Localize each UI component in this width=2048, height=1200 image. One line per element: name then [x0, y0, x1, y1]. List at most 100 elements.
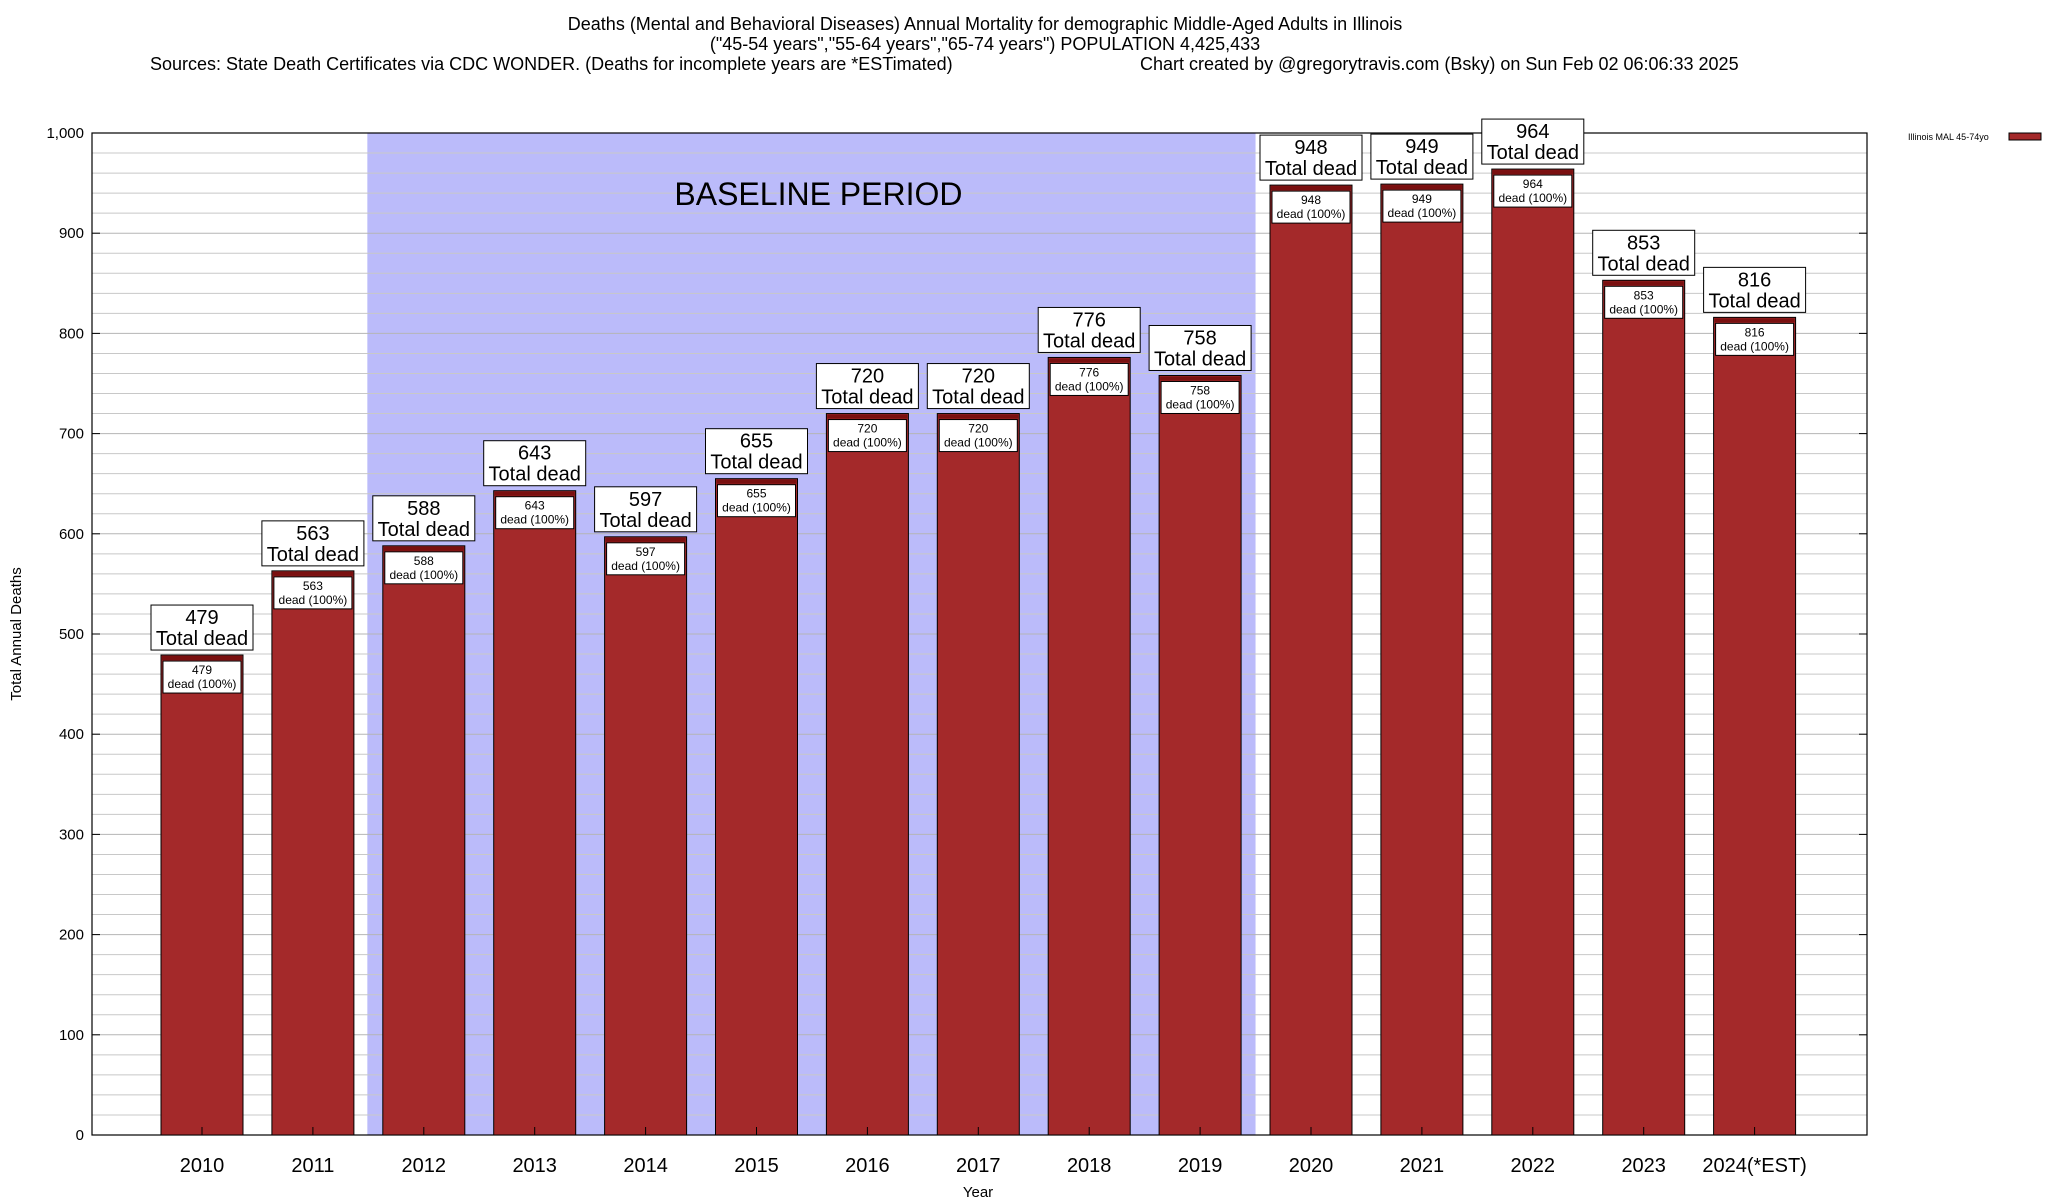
- total-value-label: 964: [1516, 121, 1549, 143]
- y-tick-label: 700: [59, 426, 84, 443]
- x-tick-label: 2017: [956, 1155, 1001, 1177]
- total-dead-label: Total dead: [1708, 290, 1800, 312]
- x-tick-label: 2021: [1400, 1155, 1445, 1177]
- bar: [1380, 183, 1464, 1136]
- bar-inner-label-box: [273, 576, 353, 610]
- x-tick-label: 2010: [180, 1155, 225, 1177]
- x-tick-label: 2012: [402, 1155, 447, 1177]
- x-tick-label: 2023: [1621, 1155, 1666, 1177]
- bar-top-stripe: [827, 414, 908, 419]
- total-label-box: [1037, 306, 1141, 353]
- bar-inner-suffix: dead (100%): [1609, 302, 1678, 316]
- bar-inner-value: 563: [303, 579, 323, 593]
- bar-top-stripe: [1381, 185, 1462, 190]
- bar-top-stripe: [1603, 281, 1684, 286]
- x-tick-label: 2015: [734, 1155, 779, 1177]
- bar-inner-suffix: dead (100%): [611, 559, 680, 573]
- bar: [936, 413, 1020, 1136]
- total-dead-label: Total dead: [599, 510, 691, 532]
- total-label-box: [150, 604, 254, 651]
- bar-inner-value: 655: [746, 487, 766, 501]
- total-label-box: [815, 363, 919, 410]
- y-tick-label: 1,000: [46, 125, 84, 142]
- total-dead-label: Total dead: [1487, 142, 1579, 164]
- bar-top-stripe: [938, 414, 1019, 419]
- x-tick-label: 2022: [1511, 1155, 1556, 1177]
- bar-inner-suffix: dead (100%): [500, 513, 569, 527]
- total-dead-label: Total dead: [1376, 157, 1468, 179]
- bar-top-stripe: [494, 491, 575, 496]
- y-tick-label: 800: [59, 325, 84, 342]
- bar-inner-suffix: dead (100%): [1720, 339, 1789, 353]
- total-dead-label: Total dead: [378, 519, 470, 541]
- bar-inner-value: 964: [1523, 177, 1543, 191]
- bar-inner-label-box: [827, 419, 907, 453]
- total-dead-label: Total dead: [1265, 158, 1357, 180]
- bar-top-stripe: [1049, 358, 1130, 363]
- total-dead-label: Total dead: [821, 387, 913, 409]
- bar-top-stripe: [1492, 170, 1573, 175]
- bar-inner-suffix: dead (100%): [389, 568, 458, 582]
- total-value-label: 776: [1073, 309, 1106, 331]
- bar-top-stripe: [1714, 318, 1795, 323]
- bar-inner-suffix: dead (100%): [722, 501, 791, 515]
- total-label-box: [1592, 229, 1696, 276]
- bar-inner-label-box: [938, 419, 1018, 453]
- total-value-label: 948: [1294, 137, 1327, 159]
- total-value-label: 643: [518, 443, 551, 465]
- total-dead-label: Total dead: [156, 628, 248, 650]
- bar-inner-value: 758: [1190, 383, 1210, 397]
- x-tick-label: 2016: [845, 1155, 890, 1177]
- bar-inner-label-box: [1160, 380, 1240, 414]
- bar-inner-value: 597: [636, 545, 656, 559]
- total-value-label: 949: [1405, 136, 1438, 158]
- chart-header: Deaths (Mental and Behavioral Diseases) …: [0, 0, 2048, 80]
- credit-note: Chart created by @gregorytravis.com (Bsk…: [1140, 54, 1739, 74]
- total-label-box: [705, 428, 808, 475]
- x-tick-label: 2014: [623, 1155, 668, 1177]
- bar-inner-label-box: [162, 660, 242, 694]
- bar-inner-label-box: [606, 542, 686, 576]
- bar-inner-suffix: dead (100%): [1498, 191, 1567, 205]
- bar-inner-label-box: [1382, 189, 1462, 223]
- x-axis-title: Year: [963, 1184, 993, 1200]
- baseline-band-label: BASELINE PERIOD: [674, 176, 962, 212]
- sources-note: Sources: State Death Certificates via CD…: [150, 54, 953, 74]
- bar-inner-label-box: [1604, 285, 1684, 319]
- legend-label: Illinois MAL 45-74yo: [1908, 132, 1989, 142]
- bar-inner-value: 643: [525, 499, 545, 513]
- bar: [1158, 374, 1242, 1136]
- bar-inner-value: 816: [1745, 325, 1765, 339]
- bar-inner-label-box: [384, 551, 464, 585]
- total-label-box: [594, 486, 698, 533]
- bar-inner-value: 948: [1301, 193, 1321, 207]
- total-dead-label: Total dead: [489, 464, 581, 486]
- total-dead-label: Total dead: [710, 452, 802, 474]
- bar-inner-suffix: dead (100%): [833, 436, 902, 450]
- x-tick-label: 2019: [1178, 1155, 1223, 1177]
- bar-inner-value: 853: [1634, 288, 1654, 302]
- total-value-label: 563: [296, 523, 329, 545]
- bar: [493, 490, 577, 1136]
- total-label-box: [1148, 324, 1252, 371]
- total-value-label: 758: [1183, 327, 1216, 349]
- total-value-label: 597: [629, 489, 662, 511]
- bar-top-stripe: [605, 537, 686, 542]
- y-tick-label: 400: [59, 726, 84, 743]
- bar-inner-label-box: [1271, 190, 1351, 224]
- bar-inner-value: 776: [1079, 365, 1099, 379]
- bar-inner-label-box: [717, 484, 796, 518]
- x-tick-label: 2020: [1289, 1155, 1334, 1177]
- bar-inner-suffix: dead (100%): [944, 436, 1013, 450]
- bar-top-stripe: [383, 546, 464, 551]
- x-tick-label: 2013: [512, 1155, 557, 1177]
- total-dead-label: Total dead: [1598, 253, 1690, 275]
- bar: [1047, 356, 1131, 1136]
- total-value-label: 588: [407, 498, 440, 520]
- bar: [1491, 168, 1575, 1136]
- bar-inner-suffix: dead (100%): [1388, 206, 1457, 220]
- bar-inner-value: 720: [857, 422, 877, 436]
- total-label-box: [1481, 118, 1585, 165]
- total-label-box: [261, 520, 365, 567]
